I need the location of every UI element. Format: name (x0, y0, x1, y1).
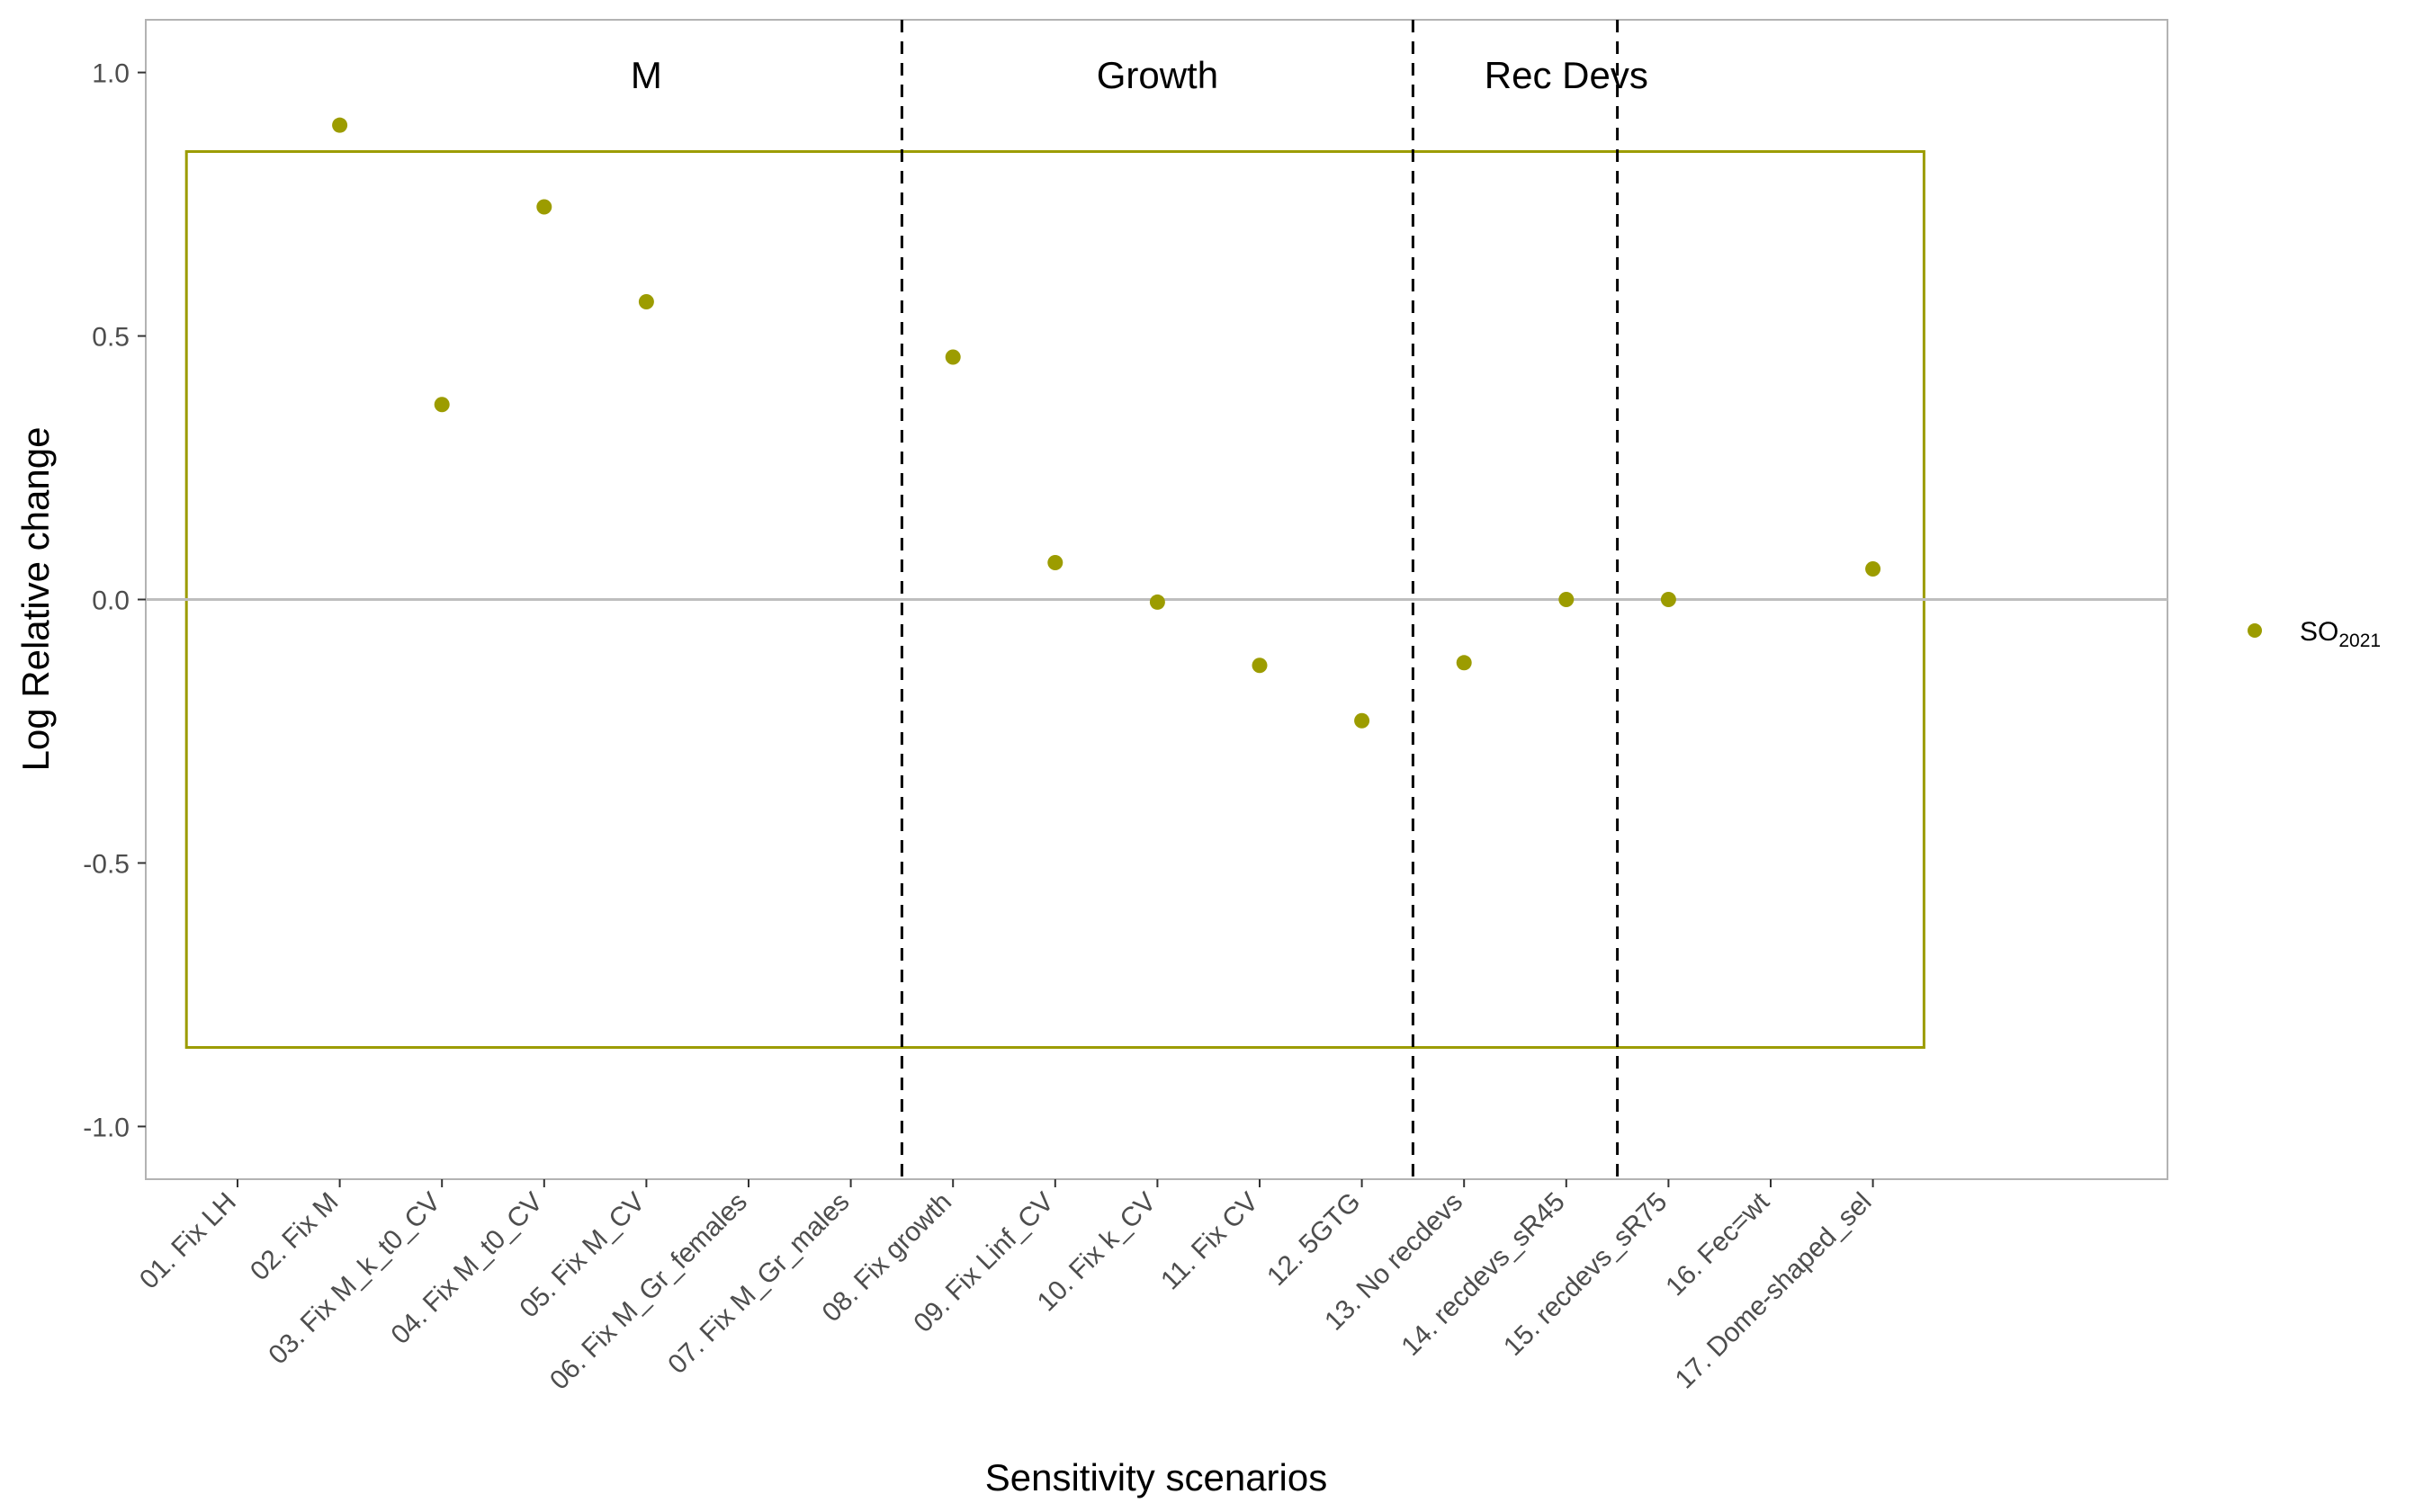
data-point (1660, 592, 1676, 607)
data-point (332, 117, 348, 133)
x-axis-title: Sensitivity scenarios (985, 1456, 1327, 1499)
data-point (1252, 658, 1268, 674)
legend: SO2021 (2248, 617, 2381, 651)
x-tick-label: 02. Fix M (245, 1187, 345, 1287)
x-tick-label: 06. Fix M_Gr_females (544, 1187, 753, 1396)
data-point (536, 199, 552, 215)
legend-series-name: SO (2300, 617, 2338, 647)
data-point (1149, 594, 1165, 610)
y-axis-title: Log Relative change (14, 427, 57, 772)
data-point (1558, 592, 1575, 607)
data-point (945, 349, 961, 365)
y-tick-label: 0.0 (92, 586, 130, 616)
y-tick-label: 0.5 (92, 323, 130, 353)
legend-series-subscript: 2021 (2338, 631, 2381, 651)
group-label: M (631, 54, 662, 96)
data-point (1047, 554, 1063, 570)
data-point (434, 397, 450, 413)
data-point (1456, 655, 1472, 671)
y-tick-label: -1.0 (83, 1113, 130, 1142)
y-tick-label: 1.0 (92, 59, 130, 89)
x-tick-label: 07. Fix M_Gr_males (662, 1187, 855, 1380)
y-tick-label: -0.5 (83, 849, 130, 879)
group-label: Rec Devs (1485, 54, 1648, 96)
data-point (638, 293, 654, 309)
x-tick-label: 17. Dome-shaped_sel (1670, 1187, 1878, 1395)
data-point (1865, 561, 1881, 577)
group-label: Growth (1097, 54, 1218, 96)
legend-label: SO2021 (2300, 617, 2381, 651)
data-point (1354, 712, 1370, 729)
x-tick-label: 11. Fix CV (1155, 1187, 1264, 1296)
x-tick-label: 03. Fix M_k_t0_CV (263, 1187, 446, 1371)
x-tick-label: 01. Fix LH (134, 1187, 242, 1295)
legend-marker (2248, 623, 2262, 638)
x-tick-label: 12. 5GTG (1261, 1187, 1366, 1292)
